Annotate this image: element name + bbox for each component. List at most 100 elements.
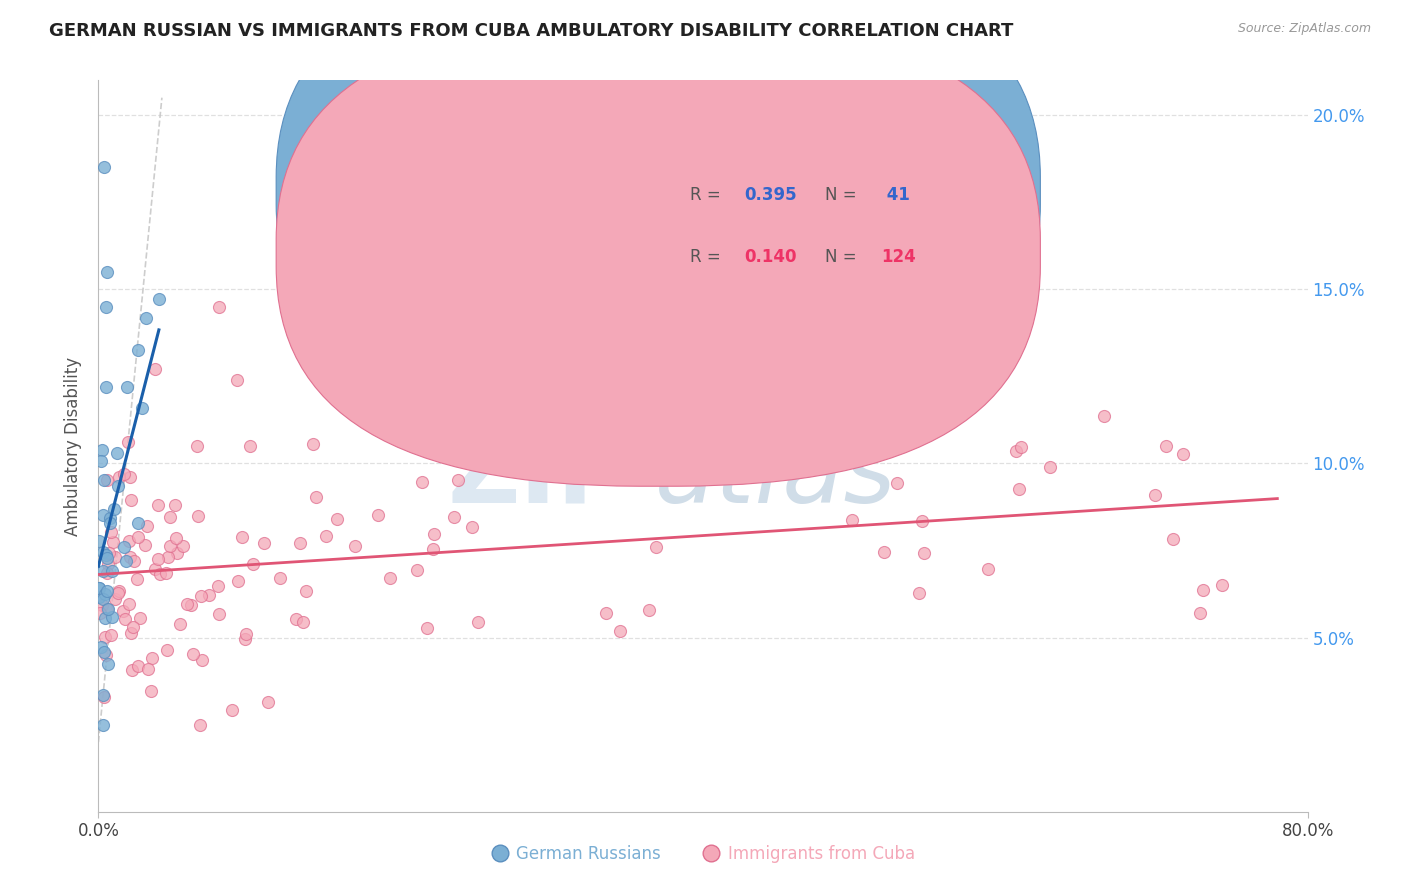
Point	[1005, 444, 1028, 458]
Point	[96, 566, 118, 581]
Point	[1092, 409, 1115, 423]
Point	[873, 545, 896, 559]
Point	[231, 530, 253, 544]
Point	[148, 292, 170, 306]
Point	[207, 579, 229, 593]
Point	[108, 469, 131, 483]
Point	[118, 550, 141, 565]
Point	[115, 379, 138, 393]
Point	[180, 598, 202, 612]
Point	[100, 525, 122, 540]
Point	[467, 615, 489, 630]
Point	[91, 545, 114, 559]
Point	[378, 572, 401, 586]
Point	[302, 437, 325, 451]
Point	[117, 533, 139, 548]
Point	[908, 586, 931, 600]
Point	[156, 642, 179, 657]
Point	[127, 658, 149, 673]
Point	[295, 584, 318, 599]
Point	[122, 554, 145, 568]
Point	[226, 373, 249, 387]
Point	[93, 690, 115, 704]
Point	[136, 518, 159, 533]
Point	[97, 602, 120, 616]
Point	[93, 645, 115, 659]
Point	[911, 514, 934, 528]
Point	[208, 607, 231, 621]
Point	[90, 640, 112, 654]
Point	[172, 539, 194, 553]
Point	[176, 597, 198, 611]
Point	[91, 564, 114, 578]
Point	[96, 473, 118, 487]
Point	[104, 549, 127, 564]
Point	[292, 615, 315, 630]
Point	[104, 592, 127, 607]
Point	[269, 571, 291, 585]
Point	[134, 538, 156, 552]
Text: 124: 124	[880, 248, 915, 267]
Point	[912, 546, 935, 560]
Point	[221, 703, 243, 717]
Point	[91, 688, 114, 702]
Point	[146, 498, 169, 512]
Point	[169, 616, 191, 631]
Point	[101, 535, 124, 549]
Point	[343, 539, 366, 553]
Point	[93, 161, 115, 175]
Point	[304, 490, 326, 504]
Point	[253, 535, 276, 549]
Text: R =: R =	[690, 186, 725, 204]
Point	[122, 620, 145, 634]
Point	[638, 603, 661, 617]
Point	[284, 612, 307, 626]
Point	[190, 653, 212, 667]
Point	[773, 455, 796, 469]
Point	[90, 453, 112, 467]
Text: N =: N =	[825, 186, 862, 204]
Point	[165, 532, 187, 546]
Point	[1039, 459, 1062, 474]
Text: atlas: atlas	[655, 426, 896, 524]
Point	[447, 473, 470, 487]
Point	[239, 439, 262, 453]
Text: 0.140: 0.140	[744, 248, 797, 267]
Point	[198, 589, 221, 603]
Point	[256, 694, 278, 708]
FancyBboxPatch shape	[613, 153, 957, 274]
Point	[100, 510, 122, 524]
Point	[155, 566, 177, 580]
Point	[131, 401, 153, 416]
Point	[87, 581, 110, 595]
Point	[1010, 440, 1032, 454]
Point	[190, 589, 212, 603]
Point	[93, 508, 115, 522]
Point	[595, 607, 617, 621]
Point	[91, 599, 114, 613]
Point	[143, 562, 166, 576]
Point	[111, 604, 134, 618]
Point	[143, 362, 166, 376]
FancyBboxPatch shape	[276, 0, 1040, 424]
Point	[146, 551, 169, 566]
Point	[91, 443, 114, 458]
Point	[125, 572, 148, 586]
Point	[129, 611, 152, 625]
Point	[117, 434, 139, 449]
Point	[120, 492, 142, 507]
Point	[411, 475, 433, 490]
Point	[181, 647, 204, 661]
Point	[103, 501, 125, 516]
Point	[1161, 533, 1184, 547]
Point	[1156, 439, 1178, 453]
Point	[159, 510, 181, 524]
Point	[242, 558, 264, 572]
Point	[121, 663, 143, 677]
Point	[288, 536, 311, 550]
Point	[93, 630, 115, 644]
Point	[1189, 606, 1212, 620]
Point	[233, 632, 256, 646]
Point	[450, 405, 472, 419]
Text: N =: N =	[825, 248, 862, 267]
